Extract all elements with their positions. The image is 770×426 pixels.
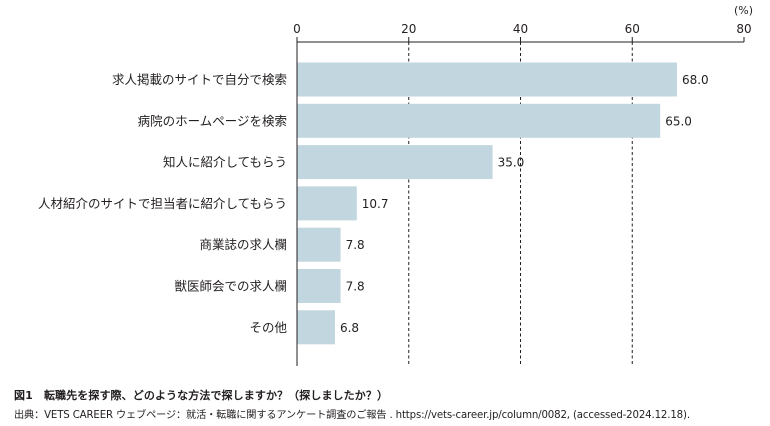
source-note: 出典：VETS CAREER ウェブページ：就活・転職に関するアンケート調査のご… (14, 410, 690, 421)
category-label: 獣医師会での求人欄 (174, 279, 287, 294)
category-label: 病院のホームページを検索 (138, 113, 287, 128)
data-label: 65.0 (665, 114, 692, 128)
data-label: 35.0 (498, 156, 525, 170)
category-label: 求人掲載のサイトで自分で検索 (112, 72, 287, 87)
x-tick-label: 0 (293, 22, 301, 36)
bar (297, 62, 677, 97)
category-label: その他 (249, 320, 287, 335)
x-tick-label: 60 (625, 22, 640, 36)
bar (297, 269, 341, 303)
data-label: 10.7 (362, 197, 389, 211)
bar-chart: (%) 0 20 40 60 80 68.0 求人掲載のサイトで自分で検索 65.0 病院のホーム… (38, 4, 753, 366)
data-label: 68.0 (682, 73, 709, 87)
x-tick-label: 20 (401, 22, 416, 36)
bar (297, 145, 493, 180)
x-tick-label: 80 (736, 22, 751, 36)
bar (297, 227, 341, 262)
category-label: 知人に紹介してもらう (163, 155, 287, 170)
unit-label: (%) (734, 4, 753, 17)
bar (297, 310, 335, 345)
data-label: 7.8 (346, 280, 365, 294)
bar (297, 103, 661, 138)
data-label: 7.8 (346, 238, 365, 252)
bar (297, 186, 357, 221)
figure-caption: 図1 転職先を探す際、どのような方法で探しますか？（探しましたか？） (14, 389, 389, 402)
category-label: 商業誌の求人欄 (199, 237, 287, 252)
category-label: 人材紹介のサイトで担当者に紹介してもらう (38, 196, 287, 211)
data-label: 6.8 (340, 321, 359, 335)
x-tick-label: 40 (513, 22, 528, 36)
